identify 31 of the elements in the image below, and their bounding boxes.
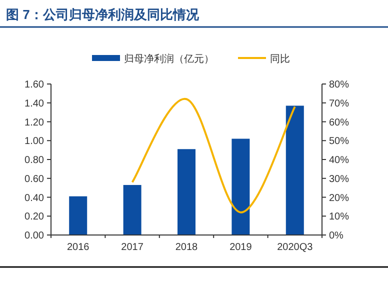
y2-tick-label: 40% [329, 155, 350, 166]
y-tick-label: 0.20 [24, 212, 44, 223]
bar [123, 184, 142, 235]
y-tick-label: 1.40 [24, 98, 44, 110]
y-tick-label: 0.80 [24, 155, 44, 166]
y2-tick-label: 50% [329, 136, 350, 148]
y-tick-label: 0.60 [24, 174, 44, 185]
bar [286, 106, 304, 235]
bar [178, 149, 196, 235]
x-tick-label: 2019 [230, 242, 252, 253]
y2-tick-label: 10% [329, 212, 350, 223]
y2-tick-label: 30% [329, 174, 350, 185]
legend-label: 同比 [270, 53, 290, 65]
x-tick-label: 2016 [66, 242, 90, 253]
y-tick-label: 0.40 [24, 192, 44, 204]
chart-title: 图 7：公司归母净利润及同比情况 [6, 7, 200, 22]
y2-tick-label: 80% [329, 80, 350, 90]
y-tick-label: 1.20 [24, 117, 44, 128]
y2-tick-label: 20% [329, 192, 350, 204]
bar [69, 196, 88, 235]
y2-tick-label: 70% [329, 98, 350, 110]
y2-tick-label: 60% [329, 117, 350, 128]
legend-label: 归母净利润（亿元） [124, 53, 214, 65]
x-tick-label: 2018 [175, 242, 198, 253]
y-tick-label: 0.00 [24, 230, 44, 242]
y-tick-label: 1.00 [24, 136, 44, 148]
bar [232, 138, 250, 235]
y-tick-label: 1.60 [24, 80, 44, 90]
x-tick-label: 2020Q3 [277, 242, 314, 253]
y2-tick-label: 0% [329, 230, 344, 242]
x-tick-label: 2017 [121, 242, 144, 253]
